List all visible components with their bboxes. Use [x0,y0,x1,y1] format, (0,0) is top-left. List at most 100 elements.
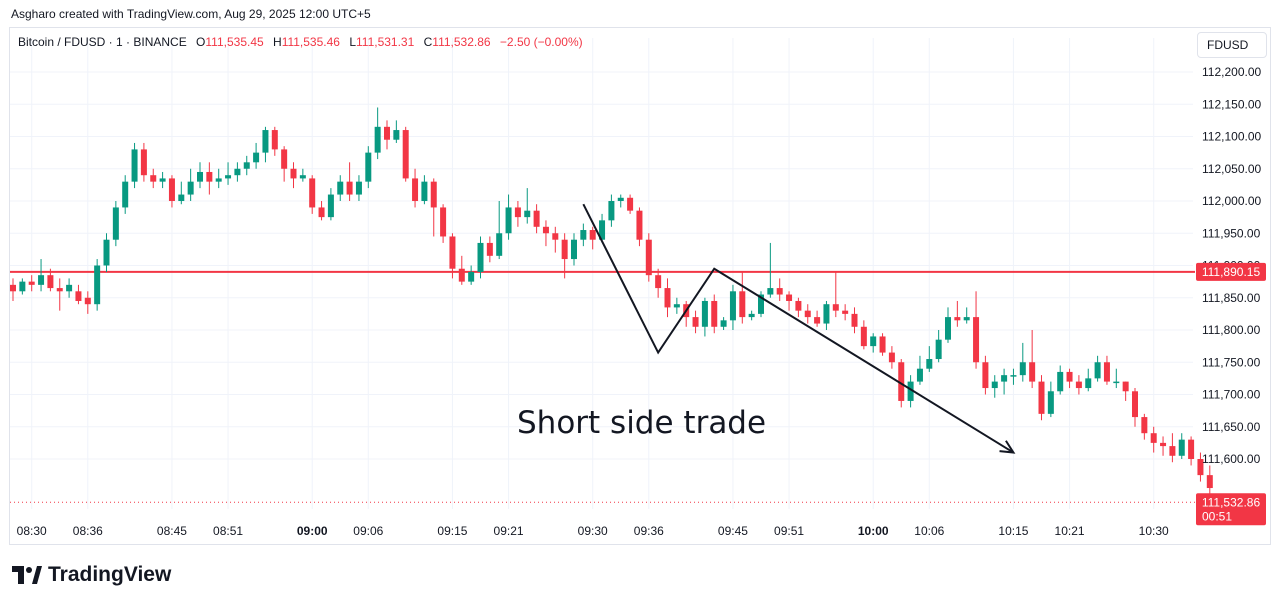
candle [402,126,409,182]
candle-body [673,304,680,308]
candle [832,271,839,318]
candle [374,107,381,160]
x-tick-label: 09:06 [353,524,383,538]
candle [851,307,858,334]
x-tick-label: 08:36 [73,524,103,538]
candle [758,291,764,318]
change-value: −2.50 (−0.00%) [499,35,583,49]
candle [440,204,447,243]
candle [617,194,624,208]
candle [243,155,250,176]
candle [636,207,643,247]
candle-body [879,336,886,353]
candle [1122,381,1129,401]
candle-body [645,239,652,276]
candle-body [832,304,839,311]
candle-body [355,181,362,195]
candle [159,171,166,189]
level-layer [10,270,1195,503]
currency-button[interactable]: FDUSD [1197,32,1267,58]
level-price-tag [1196,262,1266,281]
x-tick-label: 09:51 [774,524,804,538]
candle [1132,388,1138,427]
candle [692,310,699,334]
candle-body [458,268,465,282]
candle [318,201,325,221]
candle [580,223,587,247]
candle-body [150,175,157,182]
x-tick-label: 10:06 [914,524,944,538]
candle [122,175,129,214]
symbol-legend: Bitcoin / FDUSD · 1 · BINANCE O111,535.4… [18,35,583,49]
candle-body [758,294,764,314]
x-tick-label: 09:45 [718,524,748,538]
candle-body [514,207,521,218]
symbol-name[interactable]: Bitcoin / FDUSD · 1 · BINANCE [18,35,187,49]
price-axis: 112,200.00 112,150.00 112,100.00 112,050.00… [1202,65,1261,466]
candle [430,178,437,237]
candle [10,278,16,301]
candle [225,162,232,185]
candle [150,168,157,189]
candle [215,168,222,189]
close-label: C [423,35,433,49]
candle-body [66,284,73,292]
candle-body [701,300,708,327]
candle-body [262,130,269,153]
candle-body [589,230,596,240]
x-tick-label: 10:30 [1139,524,1169,538]
candle [505,194,512,240]
candle [589,226,596,250]
candle [1160,436,1167,456]
candle-body [1029,362,1036,382]
candle-body [795,300,802,311]
candle [1057,365,1064,395]
candle [571,233,577,266]
candle-body [636,210,643,240]
candle [168,175,175,208]
candle-body [449,236,456,269]
candle [290,162,297,189]
x-tick-label: 09:30 [578,524,608,538]
candle [655,268,662,298]
candle [412,168,419,208]
candle-body [973,317,980,363]
candle-body [94,265,101,305]
candle-body [412,178,419,201]
candle-body [187,181,194,195]
candle [299,168,306,182]
candle-body [1132,391,1138,418]
candle [84,291,91,314]
candle [916,355,923,385]
candle [673,297,680,314]
candle-body [496,233,503,256]
candle [234,162,241,182]
candle-body [374,126,381,153]
candle [131,142,138,189]
candle [1029,330,1036,389]
candle-body [767,288,774,295]
candle-body [393,130,400,140]
last-price-tag [1196,493,1266,526]
candle-body [599,220,606,240]
candle-body [299,175,306,179]
candle-body [692,317,699,327]
candle [814,310,821,327]
candle [1038,375,1045,421]
candle-body [421,181,428,201]
tradingview-logo[interactable]: TradingView [12,563,171,587]
candle [935,330,942,363]
candle [1103,355,1110,385]
candle [786,291,793,311]
candle-body [916,368,923,382]
candle-body [954,317,961,321]
candle [103,233,110,272]
candle [346,162,353,201]
low-value: 111,531.31 [356,35,415,49]
candle-body [729,291,736,321]
candle [963,307,970,324]
candle [47,268,54,292]
candle-body [468,271,475,282]
